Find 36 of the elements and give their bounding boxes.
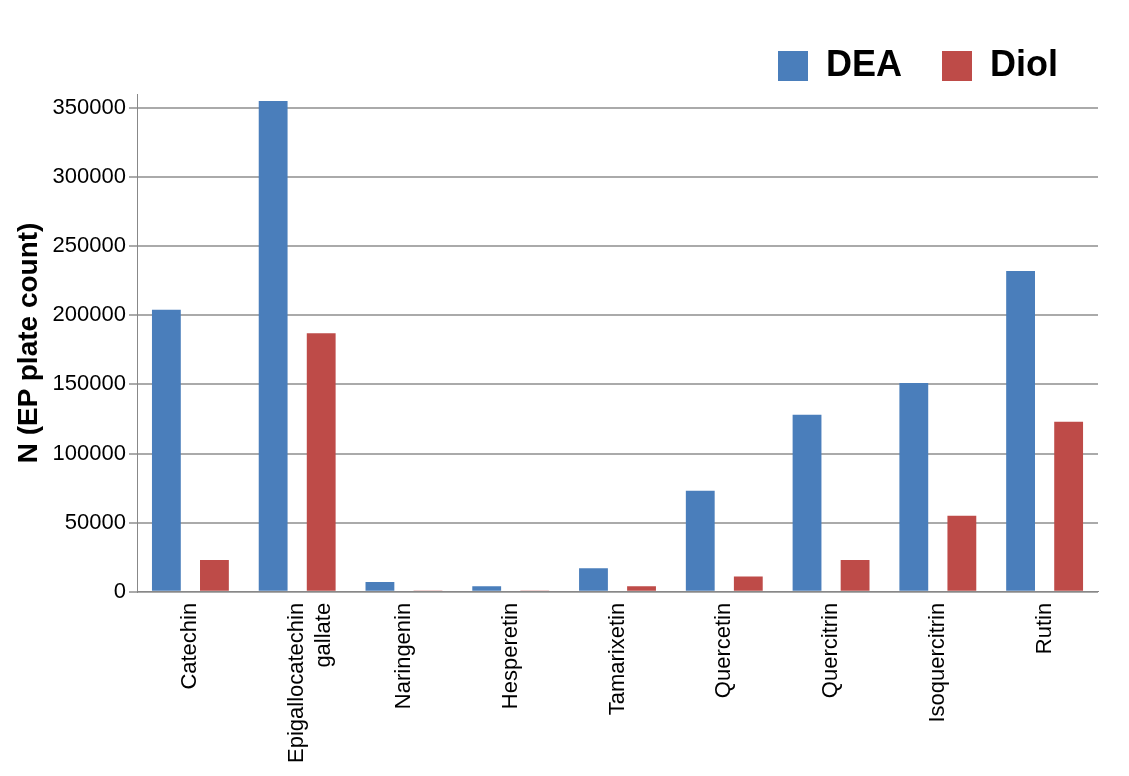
bar	[733, 576, 763, 591]
y-tick-label: 200000	[52, 301, 127, 327]
x-tick-label: Epigallocatechin gallate	[283, 602, 335, 764]
x-tick-label: Quercitrin	[817, 602, 843, 699]
bar	[258, 100, 288, 591]
y-axis-title: N (EP plate count)	[11, 222, 43, 464]
bar	[1006, 270, 1035, 591]
y-tick-label: 100000	[52, 439, 127, 465]
y-tick-label: 300000	[52, 163, 127, 189]
y-tick-label: 350000	[52, 93, 127, 119]
y-tick-label: 250000	[52, 232, 127, 258]
x-tick-label: Hesperetin	[496, 602, 522, 710]
bar	[306, 333, 336, 591]
x-tick-label: Rutin	[1030, 602, 1056, 655]
bar	[151, 309, 181, 591]
bar	[365, 582, 395, 591]
bar	[792, 414, 822, 591]
x-tick-label: Isoquercitrin	[923, 602, 949, 723]
x-tick-label: Naringenin	[390, 602, 416, 710]
x-tick-label: Catechin	[176, 602, 202, 690]
x-tick-label: Quercetin	[710, 602, 736, 699]
bar	[627, 586, 656, 591]
legend-label: Diol	[990, 42, 1059, 84]
bar	[947, 515, 977, 591]
legend-label: DEA	[826, 42, 903, 84]
bar	[579, 568, 608, 591]
bar	[1054, 421, 1084, 591]
x-tick-label: Tamarixetin	[603, 602, 629, 716]
y-tick-label: 50000	[64, 508, 127, 534]
bar	[685, 490, 715, 591]
y-tick-label: 0	[113, 577, 127, 603]
y-tick-label: 150000	[52, 370, 127, 396]
bar	[899, 382, 929, 591]
bar	[472, 586, 502, 591]
bar	[840, 559, 870, 591]
bar	[200, 559, 229, 591]
